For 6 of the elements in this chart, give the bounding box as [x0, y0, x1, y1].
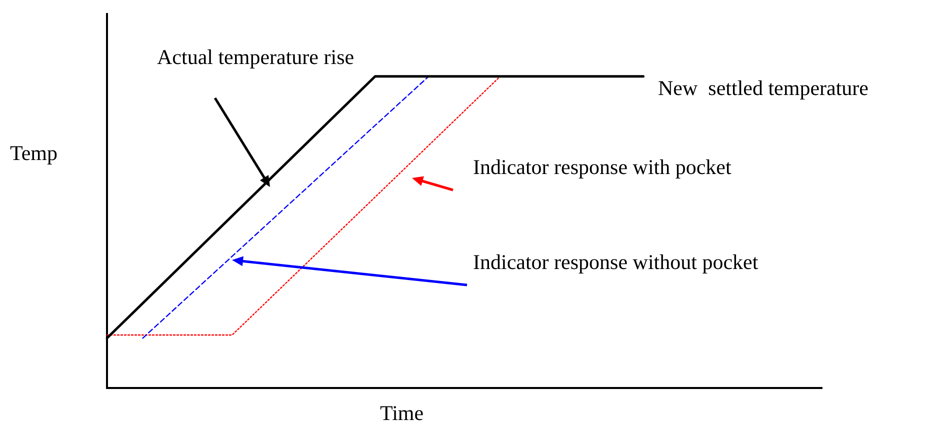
- text: Actual temperature rise: [157, 45, 356, 70]
- annotation: Indicator response with pocket: [473, 155, 732, 180]
- x-axis-title: Time: [380, 401, 424, 425]
- annotation: Indicator response without pocket: [473, 250, 760, 275]
- y-axis-title: Temp: [10, 141, 58, 166]
- annotation: New settled temperature: [658, 76, 868, 101]
